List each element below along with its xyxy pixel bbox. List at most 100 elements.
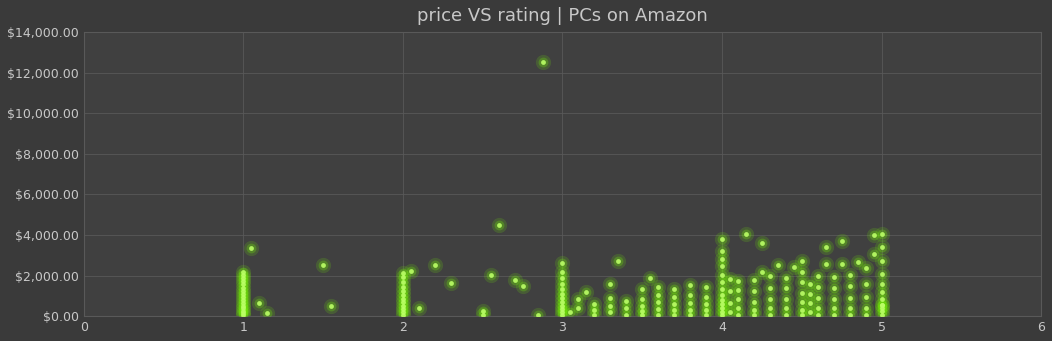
Point (729, 296, 746, 302)
Point (777, 285, 794, 291)
Point (802, 291, 818, 297)
Point (394, 303, 411, 309)
Point (610, 259, 627, 264)
Point (713, 264, 730, 269)
Point (873, 296, 890, 302)
Point (243, 246, 260, 251)
Point (642, 275, 659, 280)
Point (506, 277, 523, 282)
Point (682, 292, 699, 298)
Point (729, 278, 746, 283)
Point (554, 269, 571, 274)
Point (570, 296, 587, 302)
Point (554, 306, 571, 312)
Point (746, 312, 763, 317)
Point (618, 305, 634, 311)
Point (530, 312, 547, 317)
Point (746, 299, 763, 304)
Point (562, 309, 579, 315)
Point (394, 309, 411, 315)
Point (633, 296, 650, 302)
Point (762, 296, 778, 302)
Point (554, 261, 571, 266)
Point (722, 288, 739, 294)
Point (873, 308, 890, 313)
Point (842, 305, 858, 311)
Point (873, 281, 890, 286)
Point (697, 294, 714, 300)
Point (857, 312, 874, 317)
Point (474, 312, 491, 317)
Point (809, 284, 826, 290)
Point (793, 299, 810, 304)
Point (394, 296, 411, 302)
Point (394, 270, 411, 275)
Point (825, 312, 842, 317)
Point (817, 262, 834, 267)
Point (394, 300, 411, 305)
Point (809, 273, 826, 278)
Point (713, 272, 730, 277)
Point (633, 308, 650, 314)
Point (394, 288, 411, 294)
Point (713, 292, 730, 298)
Point (849, 260, 866, 265)
Point (842, 272, 858, 277)
Point (235, 312, 251, 318)
Point (777, 312, 794, 317)
Point (235, 308, 251, 314)
Point (865, 232, 882, 238)
Point (713, 309, 730, 315)
Point (825, 296, 842, 302)
Point (713, 279, 730, 284)
Point (602, 303, 619, 308)
Point (682, 307, 699, 313)
Point (402, 268, 419, 273)
Point (394, 303, 411, 309)
Point (602, 303, 619, 308)
Point (713, 312, 730, 317)
Point (873, 244, 890, 250)
Point (873, 259, 890, 264)
Point (534, 60, 551, 65)
Point (802, 281, 818, 286)
Point (697, 312, 714, 317)
Point (753, 269, 770, 274)
Point (713, 286, 730, 292)
Point (243, 246, 260, 251)
Point (777, 285, 794, 291)
Point (650, 292, 667, 298)
Point (235, 310, 251, 316)
Point (633, 312, 650, 317)
Point (554, 269, 571, 274)
Point (873, 231, 890, 237)
Point (865, 252, 882, 257)
Point (793, 279, 810, 284)
Point (650, 306, 667, 312)
Point (666, 294, 683, 300)
Point (394, 279, 411, 284)
Point (235, 310, 251, 316)
Point (825, 312, 842, 317)
Point (713, 301, 730, 307)
Point (793, 307, 810, 313)
Point (394, 292, 411, 298)
Point (394, 292, 411, 298)
Point (762, 296, 778, 302)
Point (746, 299, 763, 304)
Point (650, 312, 667, 317)
Point (722, 300, 739, 306)
Point (777, 275, 794, 280)
Point (729, 312, 746, 317)
Point (394, 292, 411, 298)
Point (746, 277, 763, 282)
Point (235, 297, 251, 303)
Point (554, 309, 571, 315)
Point (554, 309, 571, 315)
Point (753, 269, 770, 274)
Point (578, 289, 594, 295)
Point (618, 298, 634, 304)
Point (802, 300, 818, 306)
Point (554, 295, 571, 301)
Point (586, 307, 603, 313)
